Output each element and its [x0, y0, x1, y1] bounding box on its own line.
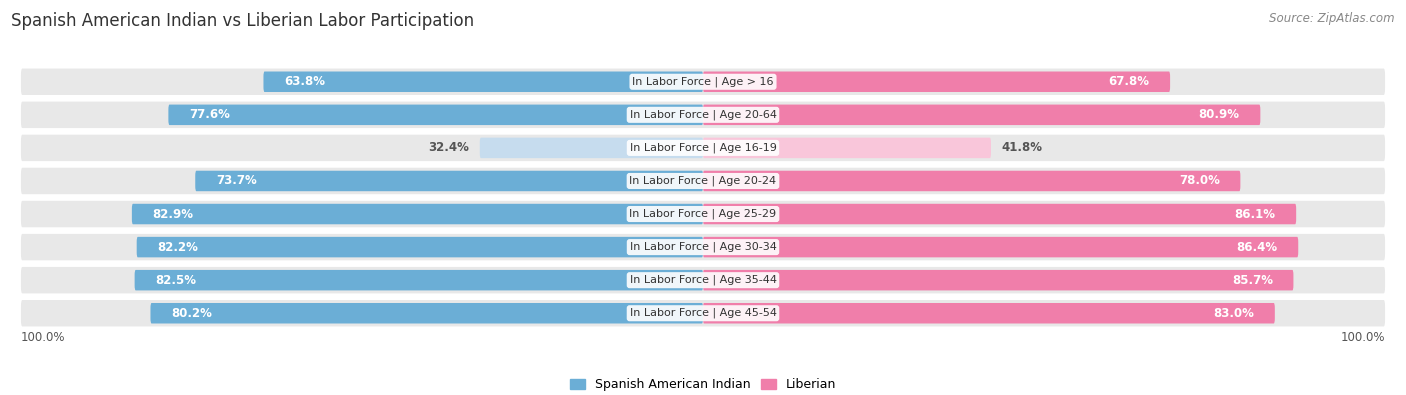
Text: 100.0%: 100.0% [21, 331, 66, 344]
FancyBboxPatch shape [21, 168, 1385, 194]
FancyBboxPatch shape [136, 237, 703, 258]
FancyBboxPatch shape [703, 71, 1170, 92]
FancyBboxPatch shape [150, 303, 703, 324]
Text: In Labor Force | Age 30-34: In Labor Force | Age 30-34 [630, 242, 776, 252]
FancyBboxPatch shape [21, 102, 1385, 128]
FancyBboxPatch shape [169, 105, 703, 125]
FancyBboxPatch shape [195, 171, 703, 191]
Text: 80.9%: 80.9% [1199, 108, 1240, 121]
Text: In Labor Force | Age 35-44: In Labor Force | Age 35-44 [630, 275, 776, 286]
FancyBboxPatch shape [132, 204, 703, 224]
Text: 41.8%: 41.8% [1001, 141, 1042, 154]
Text: In Labor Force | Age 25-29: In Labor Force | Age 25-29 [630, 209, 776, 219]
FancyBboxPatch shape [703, 105, 1260, 125]
Text: In Labor Force | Age 45-54: In Labor Force | Age 45-54 [630, 308, 776, 318]
FancyBboxPatch shape [703, 137, 991, 158]
Text: 32.4%: 32.4% [429, 141, 470, 154]
FancyBboxPatch shape [135, 270, 703, 290]
Text: 80.2%: 80.2% [172, 307, 212, 320]
FancyBboxPatch shape [479, 137, 703, 158]
FancyBboxPatch shape [21, 201, 1385, 227]
Text: 85.7%: 85.7% [1232, 274, 1272, 287]
Legend: Spanish American Indian, Liberian: Spanish American Indian, Liberian [565, 373, 841, 395]
Text: 67.8%: 67.8% [1108, 75, 1150, 88]
FancyBboxPatch shape [703, 204, 1296, 224]
FancyBboxPatch shape [21, 68, 1385, 95]
FancyBboxPatch shape [21, 267, 1385, 293]
Text: 82.5%: 82.5% [155, 274, 197, 287]
Text: Source: ZipAtlas.com: Source: ZipAtlas.com [1270, 12, 1395, 25]
FancyBboxPatch shape [703, 303, 1275, 324]
FancyBboxPatch shape [703, 171, 1240, 191]
Text: 78.0%: 78.0% [1178, 175, 1219, 188]
Text: 82.2%: 82.2% [157, 241, 198, 254]
Text: In Labor Force | Age 20-64: In Labor Force | Age 20-64 [630, 109, 776, 120]
Text: In Labor Force | Age > 16: In Labor Force | Age > 16 [633, 77, 773, 87]
FancyBboxPatch shape [703, 237, 1298, 258]
Text: 73.7%: 73.7% [217, 175, 257, 188]
Text: In Labor Force | Age 16-19: In Labor Force | Age 16-19 [630, 143, 776, 153]
Text: Spanish American Indian vs Liberian Labor Participation: Spanish American Indian vs Liberian Labo… [11, 12, 474, 30]
Text: 77.6%: 77.6% [188, 108, 231, 121]
Text: 100.0%: 100.0% [1340, 331, 1385, 344]
Text: 86.4%: 86.4% [1236, 241, 1278, 254]
FancyBboxPatch shape [21, 135, 1385, 161]
Text: 82.9%: 82.9% [152, 207, 194, 220]
Text: 63.8%: 63.8% [284, 75, 325, 88]
Text: In Labor Force | Age 20-24: In Labor Force | Age 20-24 [630, 176, 776, 186]
FancyBboxPatch shape [263, 71, 703, 92]
Text: 83.0%: 83.0% [1213, 307, 1254, 320]
FancyBboxPatch shape [703, 270, 1294, 290]
Text: 86.1%: 86.1% [1234, 207, 1275, 220]
FancyBboxPatch shape [21, 300, 1385, 327]
FancyBboxPatch shape [21, 234, 1385, 260]
